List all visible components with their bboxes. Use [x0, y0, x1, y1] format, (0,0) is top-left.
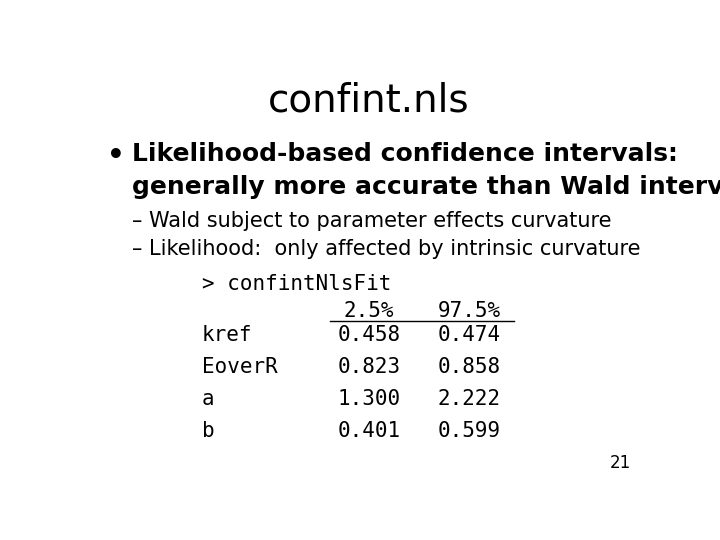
Text: – Wald subject to parameter effects curvature: – Wald subject to parameter effects curv… — [132, 211, 611, 231]
Text: a: a — [202, 389, 215, 409]
Text: > confintNlsFit: > confintNlsFit — [202, 274, 391, 294]
Text: Likelihood-based confidence intervals:: Likelihood-based confidence intervals: — [132, 141, 678, 166]
Text: 0.858: 0.858 — [438, 357, 501, 377]
Text: 97.5%: 97.5% — [438, 301, 501, 321]
Text: 0.599: 0.599 — [438, 421, 501, 441]
Text: 0.823: 0.823 — [338, 357, 400, 377]
Text: 21: 21 — [610, 454, 631, 472]
Text: kref: kref — [202, 325, 252, 345]
Text: •: • — [107, 141, 125, 170]
Text: EoverR: EoverR — [202, 357, 277, 377]
Text: 2.5%: 2.5% — [343, 301, 395, 321]
Text: 0.458: 0.458 — [338, 325, 400, 345]
Text: 1.300: 1.300 — [338, 389, 400, 409]
Text: 0.474: 0.474 — [438, 325, 501, 345]
Text: – Likelihood:  only affected by intrinsic curvature: – Likelihood: only affected by intrinsic… — [132, 239, 640, 259]
Text: 0.401: 0.401 — [338, 421, 400, 441]
Text: b: b — [202, 421, 215, 441]
Text: 2.222: 2.222 — [438, 389, 501, 409]
Text: confint.nls: confint.nls — [268, 82, 470, 119]
Text: generally more accurate than Wald intervals: generally more accurate than Wald interv… — [132, 175, 720, 199]
